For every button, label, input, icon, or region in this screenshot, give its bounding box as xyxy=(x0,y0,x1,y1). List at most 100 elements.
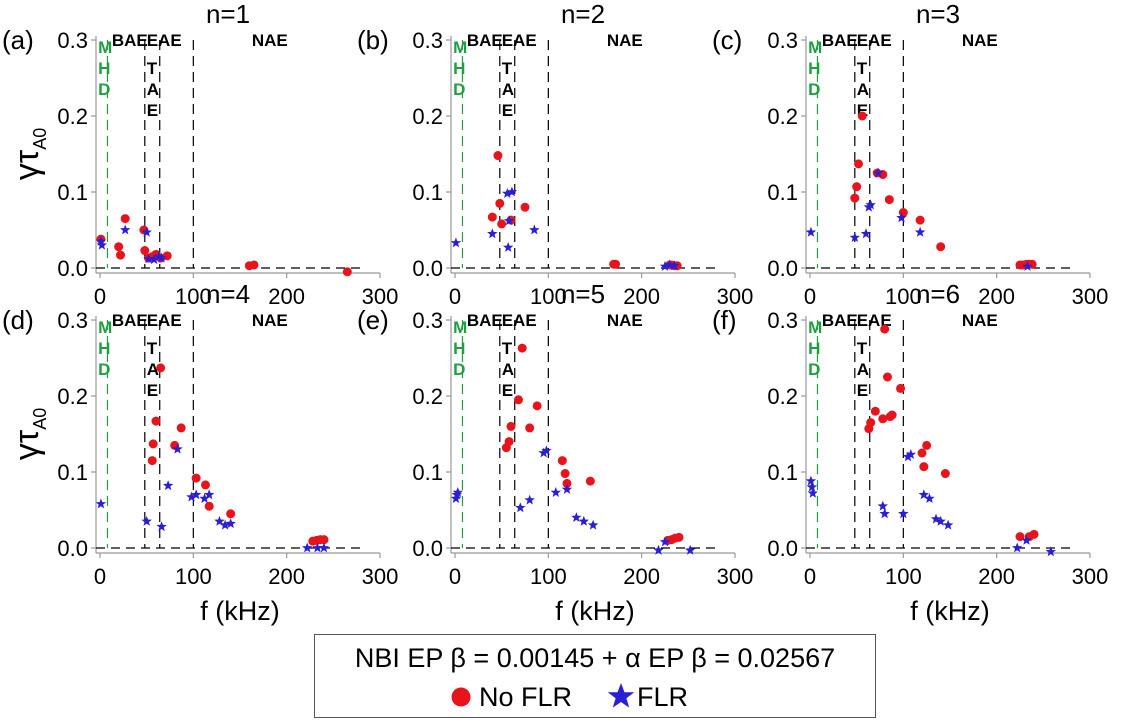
no-flr-point xyxy=(532,401,542,411)
y-tick-label: 0.3 xyxy=(412,308,443,333)
legend-row: No FLR FLR xyxy=(315,681,875,713)
x-axis-label: f (kHz) xyxy=(200,596,279,626)
flr-point xyxy=(653,544,664,555)
panel-label: (b) xyxy=(357,25,389,55)
legend: NBI EP β = 0.00145 + α EP β = 0.02567 No… xyxy=(314,634,876,718)
panel-title: n=6 xyxy=(916,279,960,309)
y-axis-label: γτA0 xyxy=(8,408,50,460)
panel-b: 0.0 0.1 0.2 0.3 0 100 200 300 MHD BAE TAE EAE NAE (b)… xyxy=(357,0,753,309)
y-tick-label: 0.2 xyxy=(412,104,443,129)
no-flr-point xyxy=(200,480,210,490)
flr-point xyxy=(162,480,174,491)
x-tick-label: 0 xyxy=(449,564,461,589)
y-tick-label: 0.2 xyxy=(57,384,88,409)
flr-point xyxy=(805,475,817,486)
y-tick-label: 0.1 xyxy=(57,460,88,485)
gap-label-bae: BAE xyxy=(822,31,858,50)
flr-point xyxy=(924,493,935,503)
y-tick-label: 0.0 xyxy=(767,536,798,561)
no-flr-point xyxy=(560,469,570,479)
gap-label-mhd: M xyxy=(98,38,112,57)
no-flr-point xyxy=(917,448,927,458)
x-tick-label: 300 xyxy=(717,564,754,589)
flr-point xyxy=(918,489,930,500)
gap-label-nae: NAE xyxy=(962,31,998,50)
flr-point xyxy=(204,489,215,500)
flr-point xyxy=(487,228,498,239)
gap-label-mhd: M xyxy=(98,318,112,337)
gap-label-mhd: D xyxy=(98,360,110,379)
gap-label-bae: BAE xyxy=(467,31,503,50)
no-flr-point xyxy=(513,395,523,405)
legend-circle-icon xyxy=(451,687,471,707)
flr-point xyxy=(659,536,671,547)
flr-point xyxy=(302,542,313,553)
y-axis-label-sub: A0 xyxy=(30,408,50,430)
flr-point xyxy=(914,226,926,237)
flr-point xyxy=(561,484,573,494)
no-flr-point xyxy=(191,473,201,483)
no-flr-point xyxy=(878,414,888,424)
legend-no-flr-label: No FLR xyxy=(479,682,573,712)
panel-label: (e) xyxy=(357,305,389,335)
flr-point xyxy=(578,515,589,526)
no-flr-point xyxy=(585,476,595,486)
flr-point xyxy=(685,544,696,555)
x-tick-label: 200 xyxy=(268,564,305,589)
x-axis-label: f (kHz) xyxy=(910,596,989,626)
gap-label-eae: EAE xyxy=(502,311,537,330)
flr-point xyxy=(935,515,946,526)
gap-label-mhd: H xyxy=(808,339,820,358)
panel-label: (a) xyxy=(2,25,34,55)
no-flr-point xyxy=(504,437,514,447)
y-tick-label: 0.3 xyxy=(57,28,88,53)
gap-label-mhd: D xyxy=(808,80,820,99)
y-tick-label: 0.0 xyxy=(412,256,443,281)
flr-point xyxy=(503,242,514,252)
no-flr-point xyxy=(866,418,876,428)
gap-label-mhd: M xyxy=(453,38,467,57)
flr-point xyxy=(896,212,907,223)
flr-point xyxy=(95,235,107,246)
no-flr-point xyxy=(898,208,908,218)
gap-label-tae: T xyxy=(857,59,868,78)
y-tick-label: 0.1 xyxy=(412,460,443,485)
gap-label-mhd: H xyxy=(453,339,465,358)
flr-point xyxy=(1045,546,1056,557)
x-tick-label: 0 xyxy=(94,564,106,589)
y-axis-label: γτA0 xyxy=(8,128,50,180)
y-axis-label-sub: A0 xyxy=(30,128,50,150)
no-flr-point xyxy=(176,423,186,433)
x-tick-label: 0 xyxy=(804,564,816,589)
flr-point xyxy=(199,493,210,503)
gap-label-eae: EAE xyxy=(147,311,182,330)
no-flr-point xyxy=(156,363,166,373)
y-tick-label: 0.2 xyxy=(767,384,798,409)
flr-point xyxy=(172,443,183,454)
x-tick-label: 100 xyxy=(530,564,567,589)
no-flr-point xyxy=(882,372,892,382)
flr-point xyxy=(877,500,888,511)
x-tick-label: 300 xyxy=(1072,564,1109,589)
flr-point xyxy=(153,251,164,261)
no-flr-point xyxy=(495,198,505,208)
gap-label-tae: E xyxy=(147,101,158,120)
x-tick-label: 200 xyxy=(623,564,660,589)
flr-point xyxy=(95,498,107,509)
flr-point xyxy=(312,542,323,553)
flr-point xyxy=(942,519,954,530)
no-flr-point xyxy=(936,242,946,252)
gap-label-bae: BAE xyxy=(112,311,148,330)
flr-point xyxy=(571,512,582,522)
no-flr-point xyxy=(525,423,535,433)
y-tick-label: 0.1 xyxy=(412,180,443,205)
gap-label-mhd: M xyxy=(453,318,467,337)
gap-label-nae: NAE xyxy=(962,311,998,330)
gap-label-nae: NAE xyxy=(252,31,288,50)
flr-point xyxy=(318,542,330,553)
gap-label-nae: NAE xyxy=(607,311,643,330)
y-tick-label: 0.3 xyxy=(57,308,88,333)
gap-label-tae: E xyxy=(502,381,513,400)
panel-title: n=4 xyxy=(206,279,250,309)
